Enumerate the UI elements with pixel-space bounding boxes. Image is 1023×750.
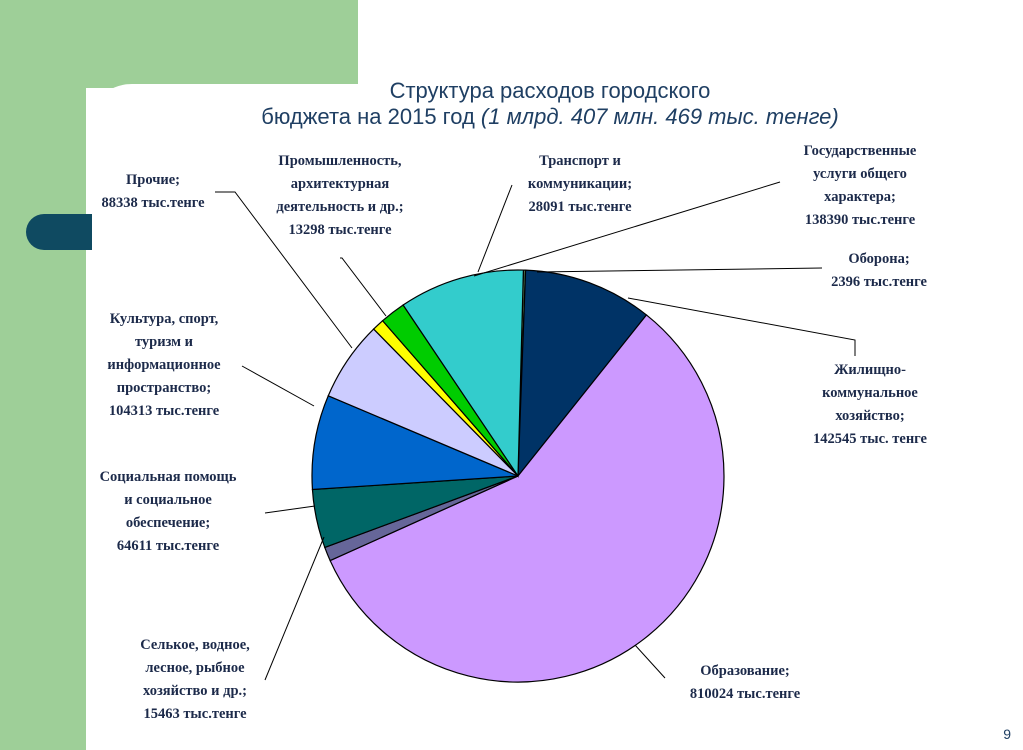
label-oborona: Оборона; 2396 тыс.тенге xyxy=(804,248,954,294)
label-industry: Промышленность, архитектурная деятельнос… xyxy=(245,150,435,242)
leader-line-social xyxy=(264,505,316,514)
label-industry-line: Промышленность, xyxy=(278,153,402,169)
background-band-top xyxy=(0,0,358,88)
label-social-line: и социальное xyxy=(124,492,212,508)
label-oborona-line: 2396 тыс.тенге xyxy=(831,274,927,290)
label-education-line: Образование; xyxy=(700,663,790,679)
label-public-services-line: характера; xyxy=(824,189,896,205)
label-public-services-line: Государственные xyxy=(803,143,917,159)
pie-slice-culture xyxy=(311,394,519,491)
label-public-services-line: услуги общего xyxy=(813,166,907,182)
label-agriculture: Селькое, водное, лесное, рыбное хозяйств… xyxy=(95,634,295,726)
label-culture: Культура, спорт, туризм и информационное… xyxy=(74,308,254,423)
leader-line-agriculture xyxy=(264,536,325,681)
label-transport-line: 28091 тыс.тенге xyxy=(528,199,632,215)
label-education: Образование; 810024 тыс.тенге xyxy=(665,660,825,706)
label-culture-line: информационное xyxy=(107,357,221,373)
label-social-line: Социальная помощь xyxy=(99,469,237,485)
page-number: 9 xyxy=(1003,726,1011,742)
label-housing: Жилищно- коммунальное хозяйство; 142545 … xyxy=(785,359,955,451)
label-industry-line: архитектурная xyxy=(290,176,390,192)
leader-line-industry xyxy=(340,257,387,317)
leader-line-transport xyxy=(477,184,513,273)
leader-line-public-services xyxy=(473,181,781,277)
label-culture-line: Культура, спорт, xyxy=(109,311,219,327)
pie-slice-education xyxy=(329,314,725,683)
label-industry-line: деятельность и др.; xyxy=(276,199,404,215)
background-band-left xyxy=(0,0,86,750)
label-housing-line: коммунальное xyxy=(822,385,918,401)
label-other-line: 88338 тыс.тенге xyxy=(101,195,205,211)
label-social: Социальная помощь и социальное обеспечен… xyxy=(78,466,258,558)
slide-title-line-1: Структура расходов городского xyxy=(389,78,711,103)
label-oborona-line: Оборона; xyxy=(848,251,910,267)
label-public-services-line: 138390 тыс.тенге xyxy=(804,212,916,228)
label-agriculture-line: хозяйство и др.; xyxy=(143,683,247,699)
label-culture-line: 104313 тыс.тенге xyxy=(108,403,220,419)
slide-title-plain: бюджета на 2015 год xyxy=(261,104,481,129)
label-housing-line: хозяйство; xyxy=(835,408,905,424)
label-culture-line: туризм и xyxy=(134,334,194,350)
label-industry-line: 13298 тыс.тенге xyxy=(288,222,392,238)
label-agriculture-line: Селькое, водное, xyxy=(140,637,250,653)
label-education-line: 810024 тыс.тенге xyxy=(689,686,801,702)
label-social-line: 64611 тыс.тенге xyxy=(116,538,220,554)
label-culture-line: пространство; xyxy=(116,380,212,396)
leader-line-other xyxy=(215,191,353,349)
leader-line-oborona xyxy=(536,267,823,273)
label-social-line: обеспечение; xyxy=(125,515,211,531)
label-transport: Транспорт и коммуникации; 28091 тыс.тенг… xyxy=(505,150,655,219)
label-other: Прочие; 88338 тыс.тенге xyxy=(78,169,228,215)
label-public-services: Государственные услуги общего характера;… xyxy=(770,140,950,232)
label-agriculture-line: 15463 тыс.тенге xyxy=(143,706,247,722)
label-housing-line: Жилищно- xyxy=(834,362,906,378)
label-agriculture-line: лесное, рыбное xyxy=(145,660,245,676)
slide-title-total: (1 млрд. 407 млн. 469 тыс. тенге) xyxy=(480,104,839,129)
label-other-line: Прочие; xyxy=(125,172,180,188)
pie-slice-housing xyxy=(517,269,648,478)
label-transport-line: коммуникации; xyxy=(527,176,633,192)
label-transport-line: Транспорт и xyxy=(539,153,621,169)
leader-line-education xyxy=(634,644,666,679)
leader-line-culture xyxy=(241,365,315,407)
slide-title-line-2: бюджета на 2015 год (1 млрд. 407 млн. 46… xyxy=(140,104,960,130)
label-housing-line: 142545 тыс. тенге xyxy=(813,431,927,447)
leader-line-housing xyxy=(627,297,856,356)
pie-slice-public-services xyxy=(402,269,525,478)
slide-tab-decoration xyxy=(26,214,92,250)
